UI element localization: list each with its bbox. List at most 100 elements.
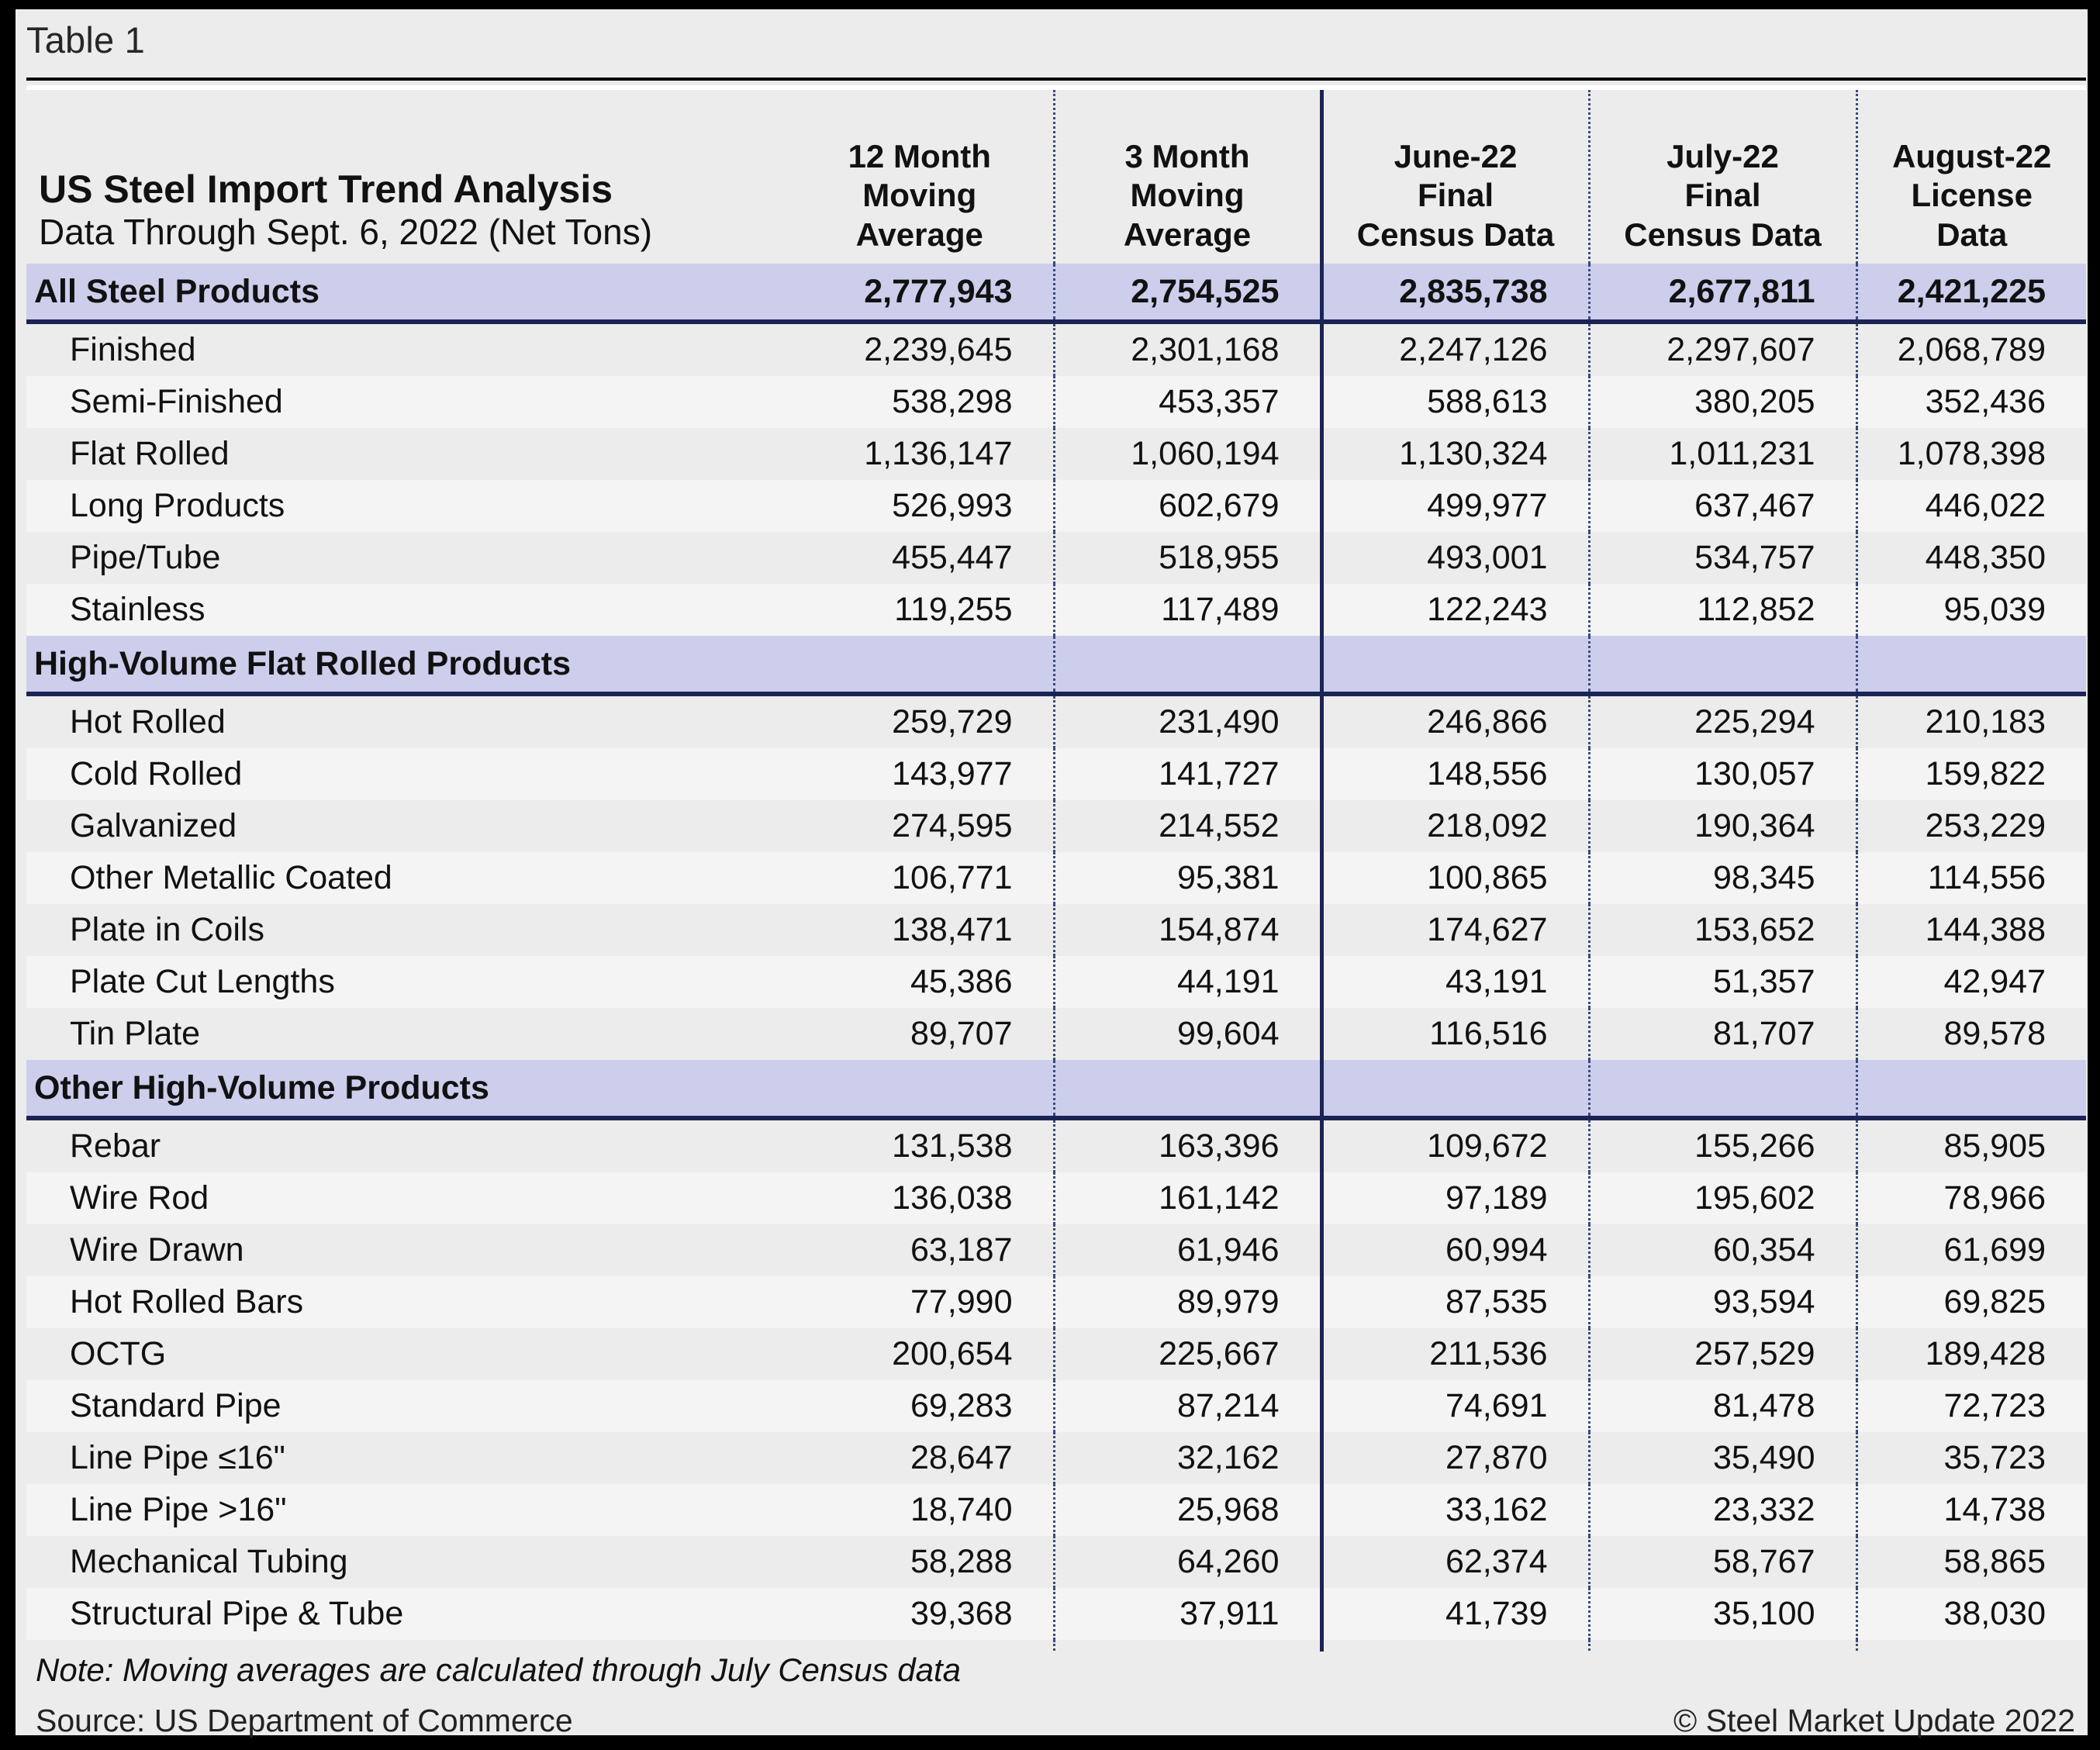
table-row: Plate in Coils 138,471 154,874 174,627 153,6… <box>26 904 2086 956</box>
cell-value: 81,478 <box>1587 1380 1856 1432</box>
row-label: Flat Rolled <box>26 428 786 480</box>
cell-value: 97,189 <box>1319 1172 1589 1224</box>
table-header-row: US Steel Import Trend Analysis Data Thro… <box>26 85 2086 264</box>
col-head-line3: Census Data <box>1356 216 1555 253</box>
cell-value: 455,447 <box>786 532 1054 584</box>
cell-value: 32,162 <box>1052 1432 1321 1484</box>
row-label: Long Products <box>26 480 786 532</box>
table-header: US Steel Import Trend Analysis Data Thro… <box>26 85 2086 264</box>
table-row: OCTG 200,654 225,667 211,536 257,529 189,428 <box>26 1328 2086 1380</box>
cell-value: 98,345 <box>1587 852 1856 904</box>
cell-value: 87,535 <box>1319 1276 1589 1328</box>
cell-value: 122,243 <box>1319 584 1589 636</box>
cell-value: 274,595 <box>786 800 1054 852</box>
cell-value: 35,723 <box>1855 1432 2086 1484</box>
cell-value: 89,707 <box>786 1008 1054 1060</box>
cell-value: 2,754,525 <box>1052 264 1321 324</box>
cell-value: 89,979 <box>1052 1276 1321 1328</box>
cell-value: 526,993 <box>786 480 1054 532</box>
table-row: Mechanical Tubing 58,288 64,260 62,374 58,76… <box>26 1536 2086 1588</box>
cell-value: 138,471 <box>786 904 1054 956</box>
col-head-line3: Data <box>1936 216 2008 253</box>
cell-value: 2,301,168 <box>1052 322 1321 376</box>
us-steel-import-trend-table: US Steel Import Trend Analysis Data Thro… <box>26 85 2086 1652</box>
cell-value: 60,994 <box>1319 1224 1589 1276</box>
table-body: All Steel Products 2,777,943 2,754,525 2,83… <box>26 264 2086 1652</box>
cell-value: 210,183 <box>1855 694 2086 748</box>
table-row: Heavy Structural Shapes60,05767,00685,54… <box>26 1640 2086 1652</box>
cell-value: 352,436 <box>1855 376 2086 428</box>
cell-value: 2,835,738 <box>1319 264 1589 324</box>
footer-note: Note: Moving averages are calculated thr… <box>36 1652 962 1688</box>
col-head-line1: August-22 <box>1892 137 2052 174</box>
table-row: Tin Plate 89,707 99,604 116,516 81,707 89,578 <box>26 1008 2086 1060</box>
cell-value: 144,388 <box>1855 904 2086 956</box>
cell-value: 35,100 <box>1587 1588 1856 1640</box>
cell-value: 42,947 <box>1855 956 2086 1008</box>
cell-value: 453,357 <box>1052 376 1321 428</box>
cell-value <box>1855 1060 2086 1120</box>
row-label: Plate Cut Lengths <box>26 956 786 1008</box>
cell-value: 116,516 <box>1319 1008 1589 1060</box>
table-title: US Steel Import Trend Analysis <box>39 167 613 211</box>
group-label: All Steel Products <box>26 264 786 324</box>
cell-value: 39,368 <box>786 1588 1054 1640</box>
cell-value: 64,260 <box>1052 1536 1321 1588</box>
cell-value: 112,852 <box>1587 584 1856 636</box>
cell-value: 131,538 <box>786 1118 1054 1172</box>
cell-value: 214,552 <box>1052 800 1321 852</box>
table-row: Rebar 131,538 163,396 109,672 155,266 85,905 <box>26 1118 2086 1172</box>
row-label: OCTG <box>26 1328 786 1380</box>
import-trend-table-container: STEEL MARKET UPDATE part of the Group CR… <box>26 85 2086 1652</box>
cell-value: 2,297,607 <box>1587 322 1856 376</box>
row-label: Hot Rolled Bars <box>26 1276 786 1328</box>
cell-value: 67,006 <box>1052 1640 1321 1652</box>
cell-value: 33,162 <box>1319 1484 1589 1536</box>
table-row: Standard Pipe 69,283 87,214 74,691 81,478 72,… <box>26 1380 2086 1432</box>
table-group-row: Other High-Volume Products <box>26 1060 2086 1120</box>
cell-value: 119,255 <box>786 584 1054 636</box>
cell-value: 28,647 <box>786 1432 1054 1484</box>
table-group-row: High-Volume Flat Rolled Products <box>26 636 2086 696</box>
row-label: Wire Drawn <box>26 1224 786 1276</box>
cell-value <box>786 636 1054 696</box>
cell-value: 85,545 <box>1319 1640 1589 1652</box>
table-row: Stainless 119,255 117,489 122,243 112,852 95,… <box>26 584 2086 636</box>
cell-value: 81,707 <box>1587 1008 1856 1060</box>
table-row: Line Pipe >16" 18,740 25,968 33,162 23,332 14… <box>26 1484 2086 1536</box>
cell-value: 190,364 <box>1587 800 1856 852</box>
cell-value: 154,874 <box>1052 904 1321 956</box>
cell-value: 14,738 <box>1855 1484 2086 1536</box>
cell-value: 95,039 <box>1855 584 2086 636</box>
cell-value: 2,421,225 <box>1855 264 2086 324</box>
cell-value: 257,529 <box>1587 1328 1856 1380</box>
cell-value: 161,142 <box>1052 1172 1321 1224</box>
cell-value: 58,767 <box>1587 1536 1856 1588</box>
col-head-line1: July-22 <box>1667 137 1779 174</box>
cell-value: 69,283 <box>786 1380 1054 1432</box>
cell-value: 195,602 <box>1587 1172 1856 1224</box>
cell-value: 35,490 <box>1587 1432 1856 1484</box>
cell-value: 2,239,645 <box>786 322 1054 376</box>
cell-value: 259,729 <box>786 694 1054 748</box>
row-label: Rebar <box>26 1118 786 1172</box>
cell-value: 43,191 <box>1319 956 1589 1008</box>
cell-value: 62,374 <box>1319 1536 1589 1588</box>
column-header-august-22-license: August-22 License Data <box>1855 85 2086 264</box>
cell-value: 95,381 <box>1052 852 1321 904</box>
cell-value: 163,396 <box>1052 1118 1321 1172</box>
table-row: Plate Cut Lengths 45,386 44,191 43,191 51,35… <box>26 956 2086 1008</box>
cell-value: 77,990 <box>786 1276 1054 1328</box>
table-row: Line Pipe ≤16" 28,647 32,162 27,870 35,490 35… <box>26 1432 2086 1484</box>
row-label: Heavy Structural Shapes <box>26 1640 786 1652</box>
cell-value: 143,977 <box>786 748 1054 800</box>
cell-value: 60,057 <box>786 1640 1054 1652</box>
table-row: Hot Rolled 259,729 231,490 246,866 225,294 21… <box>26 694 2086 748</box>
cell-value: 518,955 <box>1052 532 1321 584</box>
table-caption-row: Table 1 <box>16 9 2088 81</box>
row-label: Tin Plate <box>26 1008 786 1060</box>
cell-value: 69,825 <box>1855 1276 2086 1328</box>
cell-value: 499,977 <box>1319 480 1589 532</box>
cell-value: 81,964 <box>1855 1640 2086 1652</box>
row-label: Structural Pipe & Tube <box>26 1588 786 1640</box>
